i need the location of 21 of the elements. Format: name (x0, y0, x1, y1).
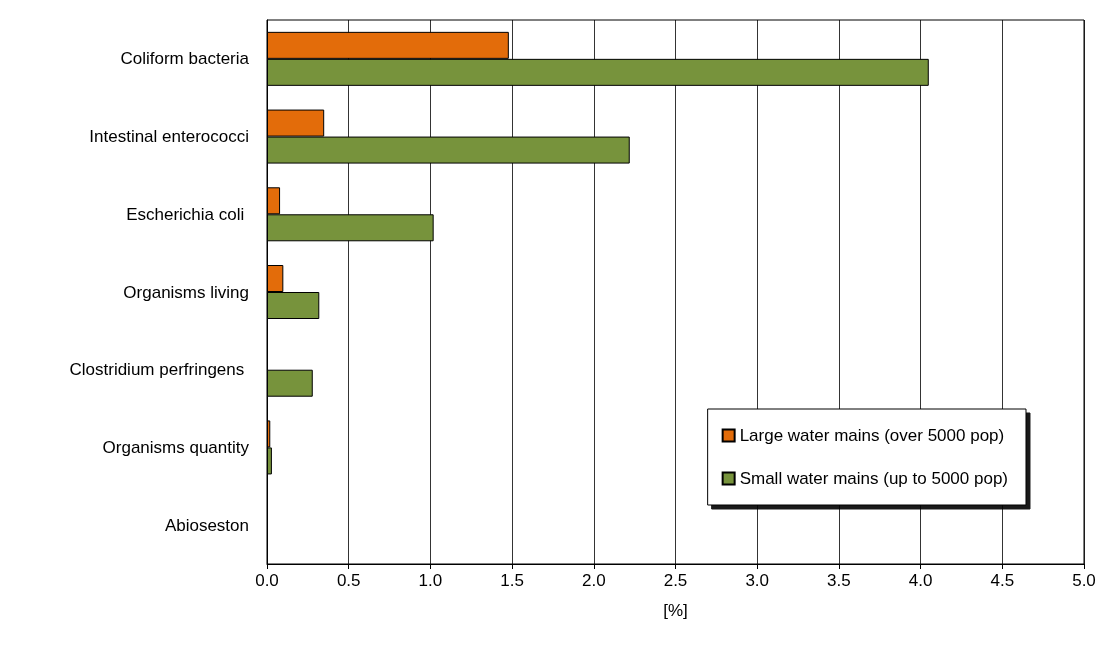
x-tick-label: 3.5 (827, 571, 851, 590)
y-tick-label: Coliform bacteria (120, 49, 250, 69)
x-axis-title: [%] (663, 601, 688, 620)
x-tick-label: 2.0 (581, 571, 606, 590)
x-tick-label: 0.0 (255, 571, 279, 590)
y-tick-label: Organisms quantity (102, 437, 250, 457)
x-tick-label: 2.5 (663, 571, 688, 590)
x-tick-label: 5.0 (1072, 571, 1096, 590)
legend-label: Large water mains (over 5000 pop) (739, 426, 1005, 445)
x-tick-label: 4.0 (908, 571, 933, 590)
y-tick-label: Abioseston (164, 515, 249, 535)
x-tick-label: 3.0 (745, 571, 770, 590)
y-tick-label: Clostridium perfringens (69, 360, 249, 380)
x-tick-label: 0.5 (336, 571, 361, 590)
y-tick-label: Intestinal enterococci (89, 127, 249, 147)
x-tick-label: 1.5 (500, 571, 524, 590)
x-tick-label: 1.0 (418, 571, 443, 590)
y-tick-label: Organisms living (123, 282, 249, 302)
y-tick-label: Escherichia coli (126, 204, 249, 224)
x-tick-label: 4.5 (990, 571, 1015, 590)
legend-label: Small water mains (up to 5000 pop) (739, 469, 1008, 488)
